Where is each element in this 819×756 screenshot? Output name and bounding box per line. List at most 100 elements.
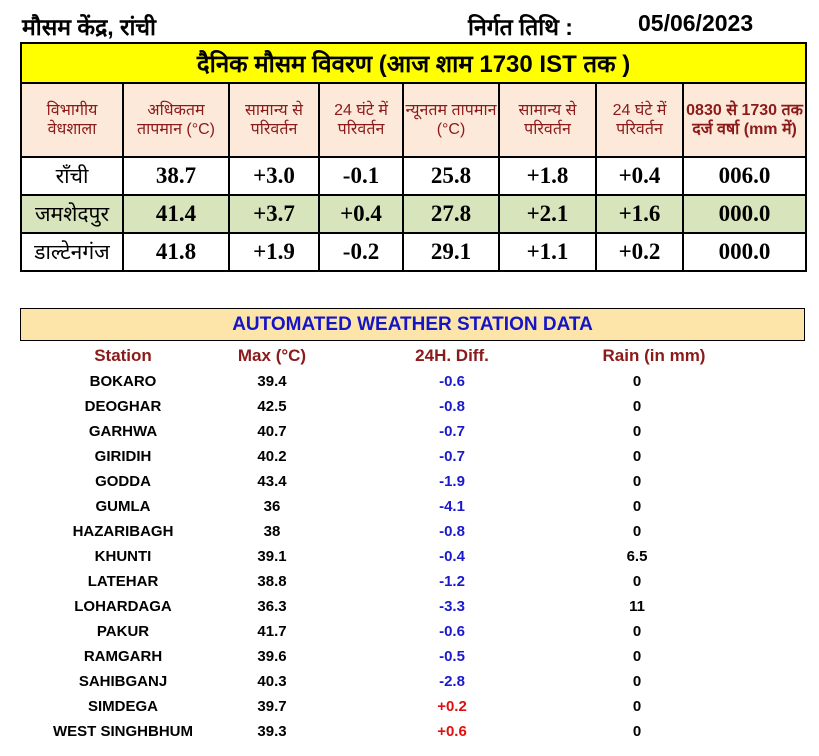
max-temp: 39.6 [257, 648, 287, 665]
cell-value: +1.6 [595, 194, 684, 234]
cell-value: -0.1 [318, 156, 404, 196]
column-header: न्यूनतम तापमान (°C) [402, 82, 500, 158]
cell-value: 41.4 [122, 194, 230, 234]
aws-row: RAMGARH 39.6 -0.5 0 [0, 648, 819, 673]
column-header: सामान्य से परिवर्तन [498, 82, 597, 158]
max-temp: 36 [263, 498, 281, 515]
max-temp: 42.5 [257, 398, 287, 415]
cell-value: 000.0 [681, 194, 808, 234]
column-header: विभागीय वेधशाला [20, 82, 124, 158]
max-temp: 39.7 [257, 698, 287, 715]
rain: 0 [632, 423, 642, 440]
station-name: GARHWA [88, 423, 158, 440]
diff-24h: -1.2 [439, 573, 465, 590]
station-name: जमशेदपुर [20, 194, 124, 234]
table-row: राँची 38.7 +3.0 -0.1 25.8 +1.8 +0.4 006.0 [20, 156, 808, 196]
diff-24h: -1.9 [439, 473, 465, 490]
cell-value: +2.1 [498, 194, 597, 234]
aws-row: LATEHAR 38.8 -1.2 0 [0, 573, 819, 598]
aws-column-header: Rain (in mm) [602, 346, 706, 365]
max-temp: 39.1 [257, 548, 287, 565]
column-header: सामान्य से परिवर्तन [228, 82, 320, 158]
cell-value: 41.8 [122, 232, 230, 272]
max-temp: 40.2 [257, 448, 287, 465]
max-temp: 40.7 [257, 423, 287, 440]
diff-24h: -0.8 [439, 398, 465, 415]
max-temp: 39.4 [257, 373, 287, 390]
station-name: HAZARIBAGH [72, 523, 174, 540]
cell-value: +3.7 [228, 194, 320, 234]
max-temp: 38.8 [257, 573, 287, 590]
station-name: SAHIBGANJ [78, 673, 168, 690]
column-header: 24 घंटे में परिवर्तन [318, 82, 404, 158]
station-name: राँची [20, 156, 124, 196]
station-name: WEST SINGHBHUM [53, 723, 193, 740]
aws-title: AUTOMATED WEATHER STATION DATA [20, 308, 805, 341]
max-temp: 38 [263, 523, 281, 540]
cell-value: 29.1 [402, 232, 500, 272]
rain: 0 [632, 373, 642, 390]
station-name: डाल्टेनगंज [20, 232, 124, 272]
max-temp: 39.3 [257, 723, 287, 740]
rain: 0 [632, 573, 642, 590]
station-name: BOKARO [89, 373, 157, 390]
aws-row: BOKARO 39.4 -0.6 0 [0, 373, 819, 398]
cell-value: 25.8 [402, 156, 500, 196]
cell-value: +1.8 [498, 156, 597, 196]
diff-24h: -2.8 [439, 673, 465, 690]
rain: 0 [632, 648, 642, 665]
cell-value: +3.0 [228, 156, 320, 196]
station-name: GIRIDIH [94, 448, 152, 465]
aws-row: WEST SINGHBHUM 39.3 +0.6 0 [0, 723, 819, 748]
aws-row: GIRIDIH 40.2 -0.7 0 [0, 448, 819, 473]
station-name: SIMDEGA [87, 698, 159, 715]
rain: 0 [632, 523, 642, 540]
daily-table-title: दैनिक मौसम विवरण (आज शाम 1730 IST तक ) [19, 42, 808, 84]
aws-row: GARHWA 40.7 -0.7 0 [0, 423, 819, 448]
aws-row: SAHIBGANJ 40.3 -2.8 0 [0, 673, 819, 698]
rain: 0 [632, 448, 642, 465]
aws-row: LOHARDAGA 36.3 -3.3 11 [0, 598, 819, 623]
station-name: LATEHAR [87, 573, 159, 590]
diff-24h: -0.7 [439, 448, 465, 465]
rain: 0 [632, 623, 642, 640]
max-temp: 43.4 [257, 473, 287, 490]
cell-value: +1.1 [498, 232, 597, 272]
diff-24h: -0.6 [439, 373, 465, 390]
aws-column-header: 24H. Diff. [415, 346, 489, 365]
rain: 0 [632, 673, 642, 690]
aws-column-header: Max (°C) [237, 346, 307, 365]
station-name: GUMLA [95, 498, 151, 515]
aws-row: HAZARIBAGH 38 -0.8 0 [0, 523, 819, 548]
cell-value: 27.8 [402, 194, 500, 234]
aws-row: PAKUR 41.7 -0.6 0 [0, 623, 819, 648]
aws-column-header: Station [94, 346, 152, 365]
rain: 0 [632, 723, 642, 740]
cell-value: 38.7 [122, 156, 230, 196]
diff-24h: -0.6 [439, 623, 465, 640]
rain: 0 [632, 498, 642, 515]
diff-24h: -0.7 [439, 423, 465, 440]
diff-24h: -0.5 [439, 648, 465, 665]
issue-date: 05/06/2023 [638, 10, 754, 36]
aws-row: GODDA 43.4 -1.9 0 [0, 473, 819, 498]
aws-row: KHUNTI 39.1 -0.4 6.5 [0, 548, 819, 573]
column-header: 0830 से 1730 तक दर्ज वर्षा (mm में) [681, 82, 808, 158]
aws-row: GUMLA 36 -4.1 0 [0, 498, 819, 523]
diff-24h: +0.2 [437, 698, 467, 715]
diff-24h: -0.4 [439, 548, 465, 565]
diff-24h: -3.3 [439, 598, 465, 615]
station-name: LOHARDAGA [74, 598, 172, 615]
cell-value: -0.2 [318, 232, 404, 272]
aws-row: SIMDEGA 39.7 +0.2 0 [0, 698, 819, 723]
station-name: RAMGARH [83, 648, 163, 665]
daily-weather-table: दैनिक मौसम विवरण (आज शाम 1730 IST तक ) व… [19, 42, 808, 272]
cell-value: +0.4 [318, 194, 404, 234]
station-name: KHUNTI [94, 548, 152, 565]
column-header: अधिकतम तापमान (°C) [122, 82, 230, 158]
office-name: मौसम केंद्र, रांची [22, 14, 156, 40]
diff-24h: -0.8 [439, 523, 465, 540]
cell-value: 006.0 [681, 156, 808, 196]
cell-value: 000.0 [681, 232, 808, 272]
diff-24h: +0.6 [437, 723, 467, 740]
